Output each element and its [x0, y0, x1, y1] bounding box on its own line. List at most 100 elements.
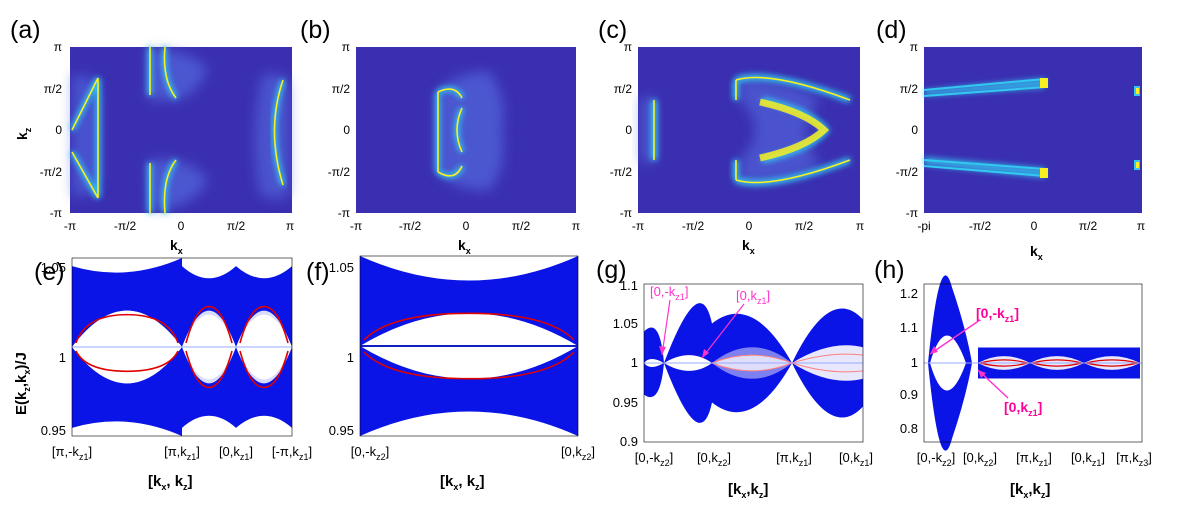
axes-e-xticks: [π,-kz1] [π,kz1] [0,kz1] [-π,kz1] [52, 444, 312, 462]
annotation-arrow [661, 299, 671, 356]
xtick-part: z2 [942, 458, 952, 468]
xtick-part: ] [993, 450, 997, 465]
ytick-label: -π [620, 206, 632, 220]
xtick-part: [π,-k [52, 444, 80, 459]
xtick-part: [-π,k [272, 444, 300, 459]
xtick-part: [π,k [1116, 450, 1139, 465]
xtick-part: z1 [240, 452, 250, 462]
ytick-label: 1.2 [900, 286, 918, 301]
xtick-label: [π,kz1] [776, 450, 812, 468]
ytick-label: 0.95 [613, 395, 638, 410]
bands-h [924, 275, 1142, 451]
band-upper [72, 258, 182, 347]
ytick-label: π/2 [332, 82, 351, 96]
axes-f-xticks: [0,-kz2] [0,kz2] [351, 444, 595, 462]
y-axis-label: kz [14, 127, 33, 140]
xtick-part: z1 [1092, 458, 1102, 468]
xtick-label: [π,-kz1] [52, 444, 92, 462]
xtick-part: z1 [799, 458, 809, 468]
ytick-label: 0 [625, 123, 632, 137]
xtick-label: [0,kz2] [561, 444, 595, 462]
xtick-part: [π,k [164, 444, 187, 459]
ytick-label: 0.9 [900, 387, 918, 402]
annotation-arrow [701, 303, 745, 359]
panel-a: (a) π π/2 0 -π/2 -π -π -π/2 0 π/ [10, 16, 294, 256]
ytick-label: 1.1 [900, 320, 918, 335]
xtick-part: ] [386, 444, 390, 459]
heatmap-a-yticks: π π/2 0 -π/2 -π [40, 40, 63, 220]
xtick-label: -π/2 [399, 219, 422, 233]
ytick-label: π [54, 40, 62, 54]
red-line [363, 351, 575, 380]
xtick-label: -π/2 [682, 219, 705, 233]
xtick-part: ] [1048, 450, 1052, 465]
xtick-label: [-π,kz1] [272, 444, 312, 462]
ytick-label: 1.05 [329, 260, 354, 275]
ytick-label: 0 [343, 123, 350, 137]
bands-g [644, 303, 864, 423]
panel-f: (f) 1.05 1 0.95 [0,-kz2] [0,kz2] [kx, kz] [306, 255, 595, 492]
xtick-part: [π,k [776, 450, 799, 465]
xtick-part: ] [727, 450, 731, 465]
ytick-label: 1.05 [613, 316, 638, 331]
xtick-label: -π/2 [969, 219, 992, 233]
axes-g-yticks: 1.1 1.05 1 0.95 0.9 [613, 278, 638, 449]
annotations-h: [0,-kz1] [0,kz1] [929, 305, 1042, 418]
red-line [1085, 362, 1139, 367]
xtick-part: ] [952, 450, 956, 465]
xtick-part: z1 [1039, 458, 1049, 468]
panel-g: (g) 1.1 1.05 1 0.95 0.9 [0,-kz2] [0,kz2][… [596, 256, 873, 500]
panel-label-e: (e) [34, 258, 65, 286]
x-axis-label: kx [742, 237, 755, 256]
x-axis-label: [kx,kz] [1010, 481, 1050, 500]
red-line [363, 312, 575, 341]
panel-label-c: (c) [598, 16, 627, 44]
band-lower [360, 346, 578, 436]
ytick-label: 0 [55, 123, 62, 137]
arrowhead-icon [978, 370, 986, 378]
red-line [979, 362, 1029, 367]
ytick-label: π/2 [614, 82, 633, 96]
xtick-part: ] [591, 444, 595, 459]
panel-label-a: (a) [10, 16, 41, 44]
ytick-label: -π/2 [328, 165, 351, 179]
ytick-label: 1 [911, 355, 918, 370]
xtick-part: z1 [187, 452, 197, 462]
band-upper [644, 303, 712, 363]
panel-h: (h) 1.2 1.1 1 0.9 0.8 [0,-kz2] [0,kz2] [π,… [874, 256, 1152, 500]
xtick-part: z1 [299, 452, 309, 462]
ytick-label: -π/2 [610, 165, 633, 179]
red-line [979, 359, 1029, 364]
heatmap-d-yticks: π π/2 0 -π/2 -π [896, 40, 919, 220]
axes-f-frame [359, 255, 579, 437]
red-line [1031, 359, 1083, 364]
red-line [1031, 362, 1083, 367]
axes-h-frame [923, 283, 1143, 443]
xtick-part: ] [249, 444, 253, 459]
axes-e-yticks: 1.05 1 0.95 [41, 260, 66, 438]
ytick-label: 0 [911, 123, 918, 137]
xtick-part: [0,k [1071, 450, 1092, 465]
ytick-label: 1 [59, 350, 66, 365]
panel-label-f: (f) [306, 258, 330, 286]
ytick-label: 0.95 [329, 423, 354, 438]
xtick-label: 0 [1031, 219, 1038, 233]
panel-label-g: (g) [596, 256, 627, 284]
x-axis-label: [kx, kz] [440, 473, 485, 492]
ytick-label: 1 [631, 355, 638, 370]
heatmap-d-background [924, 47, 1142, 213]
ytick-label: π [624, 40, 632, 54]
ytick-label: π/2 [900, 82, 919, 96]
heatmap-b-xticks: -π -π/2 0 π/2 π [350, 219, 580, 233]
xtick-part: [0,-k [917, 450, 943, 465]
heatmap-c-yticks: π π/2 0 -π/2 -π [610, 40, 633, 220]
band-lower [712, 363, 792, 413]
annotation-arrow [929, 319, 981, 355]
xtick-part: [0,-k [351, 444, 377, 459]
axes-g-frame [643, 283, 864, 443]
panel-label-d: (d) [876, 16, 907, 44]
xtick-part: z1 [860, 458, 870, 468]
xtick-part: ] [1101, 450, 1105, 465]
xtick-label: -π [350, 219, 362, 233]
arrowhead-icon [702, 349, 709, 358]
